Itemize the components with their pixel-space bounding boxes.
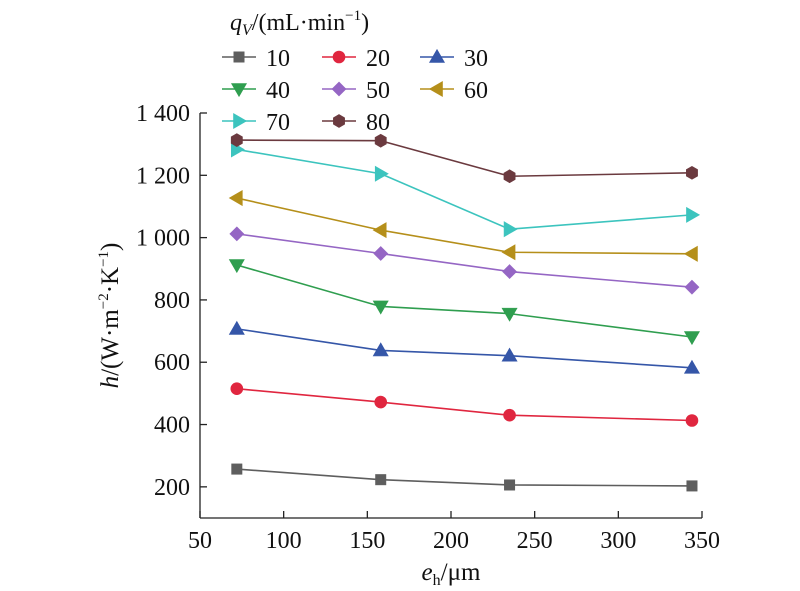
data-point-40 (501, 307, 518, 322)
y-tick-label: 1 400 (136, 101, 190, 127)
legend-label: 80 (366, 110, 390, 136)
data-point-80 (503, 169, 516, 184)
legend-entry-30: 30 (420, 46, 488, 72)
series-line-30 (236, 328, 693, 369)
data-point-10 (504, 479, 516, 491)
data-point-40 (228, 259, 245, 274)
y-tick-label: 200 (154, 475, 190, 501)
series-line-50 (236, 233, 693, 288)
data-point-50 (373, 246, 389, 261)
data-point-60 (228, 190, 243, 207)
x-tick-label: 150 (349, 528, 385, 554)
data-point-60 (501, 244, 516, 261)
x-tick-label: 50 (188, 528, 212, 554)
series-layer (228, 133, 701, 492)
legend-label: 30 (464, 46, 488, 72)
series-line-40 (236, 264, 693, 338)
legend-marker (331, 81, 347, 97)
data-point-30 (372, 342, 389, 357)
data-point-80 (230, 133, 243, 147)
data-point-20 (685, 414, 699, 427)
data-point-70 (686, 206, 701, 223)
data-point-80 (374, 133, 387, 148)
legend-label: 10 (266, 46, 290, 72)
x-tick-label: 250 (517, 528, 553, 554)
data-point-40 (683, 331, 700, 346)
y-axis-title: h/(W·m−2·K−1) (96, 243, 124, 389)
data-point-50 (502, 264, 517, 279)
legend-marker (233, 51, 245, 63)
legend-marker (428, 80, 443, 98)
data-point-30 (501, 347, 518, 362)
legend-label: 60 (464, 78, 488, 104)
data-point-70 (374, 165, 389, 182)
series-10 (231, 463, 698, 492)
legend-entry-40: 40 (222, 78, 290, 104)
x-tick-label: 300 (600, 528, 636, 554)
series-line-20 (236, 387, 692, 422)
series-line-70 (236, 148, 693, 231)
legend-entry-80: 80 (322, 110, 390, 136)
series-20 (230, 382, 699, 427)
x-tick-label: 100 (266, 528, 302, 554)
y-tick-label: 400 (154, 413, 190, 439)
data-point-50 (229, 226, 245, 242)
data-point-20 (503, 408, 516, 422)
legend-marker (233, 112, 248, 130)
legend-label: 40 (266, 78, 290, 104)
data-point-40 (372, 300, 389, 315)
legend-label: 70 (266, 110, 290, 136)
series-60 (228, 190, 698, 262)
y-tick-label: 800 (154, 288, 190, 314)
legend: qV/(mL·min−1) 10 20 30 40 50 60 70 80 (222, 8, 488, 136)
legend-label: 20 (366, 46, 390, 72)
data-point-20 (374, 395, 388, 409)
series-80 (230, 133, 698, 184)
legend-entry-20: 20 (322, 46, 390, 72)
y-tick-label: 600 (154, 350, 190, 376)
legend-marker (333, 114, 345, 128)
series-70 (231, 141, 701, 238)
legend-marker (332, 50, 346, 64)
data-point-70 (503, 221, 518, 238)
series-line-80 (236, 139, 692, 178)
series-line-60 (236, 197, 692, 255)
data-point-10 (375, 474, 387, 486)
series-30 (228, 320, 700, 374)
legend-entry-60: 60 (420, 78, 488, 104)
data-point-60 (372, 222, 387, 239)
legend-entry-70: 70 (222, 110, 290, 136)
legend-entry-50: 50 (322, 78, 390, 104)
legend-marker (230, 83, 248, 98)
legend-label: 50 (366, 78, 390, 104)
legend-entry-10: 10 (222, 46, 290, 72)
legend-title: qV/(mL·min−1) (230, 8, 369, 39)
y-tick-label: 1 200 (136, 163, 190, 189)
series-50 (229, 226, 700, 295)
data-point-30 (228, 320, 245, 335)
x-tick-label: 200 (433, 528, 469, 554)
series-40 (228, 259, 700, 346)
axes: 50 100 150 200 250 300 350 200 400 600 800 1 000 1 2… (96, 101, 720, 589)
series-line-10 (236, 468, 692, 487)
data-point-80 (686, 165, 698, 180)
data-point-10 (686, 480, 698, 492)
x-axis-title: eh/μm (422, 559, 481, 589)
x-tick-label: 350 (684, 528, 720, 554)
data-point-30 (683, 359, 700, 374)
y-tick-label: 1 000 (136, 226, 190, 252)
data-point-10 (231, 463, 243, 475)
legend-marker (428, 48, 446, 63)
data-point-20 (230, 382, 244, 396)
data-point-60 (683, 245, 698, 262)
data-point-50 (684, 279, 700, 295)
